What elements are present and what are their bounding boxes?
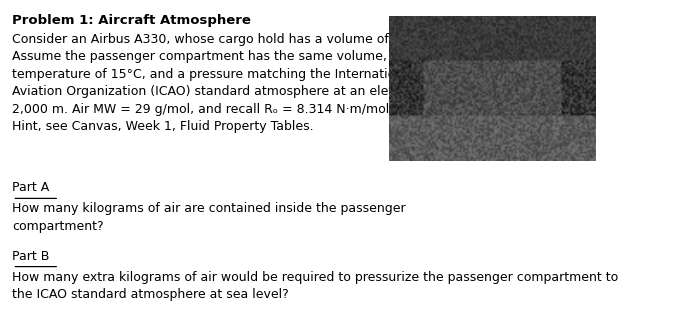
Text: Problem 1: Aircraft Atmosphere: Problem 1: Aircraft Atmosphere [12,14,251,27]
Text: Part B: Part B [12,250,50,263]
Text: How many kilograms of air are contained inside the passenger
compartment?: How many kilograms of air are contained … [12,202,406,233]
Text: How many extra kilograms of air would be required to pressurize the passenger co: How many extra kilograms of air would be… [12,271,619,301]
Text: Consider an Airbus A330, whose cargo hold has a volume of 43.3 m³.
Assume the pa: Consider an Airbus A330, whose cargo hol… [12,33,446,133]
Text: Part A: Part A [12,181,50,194]
